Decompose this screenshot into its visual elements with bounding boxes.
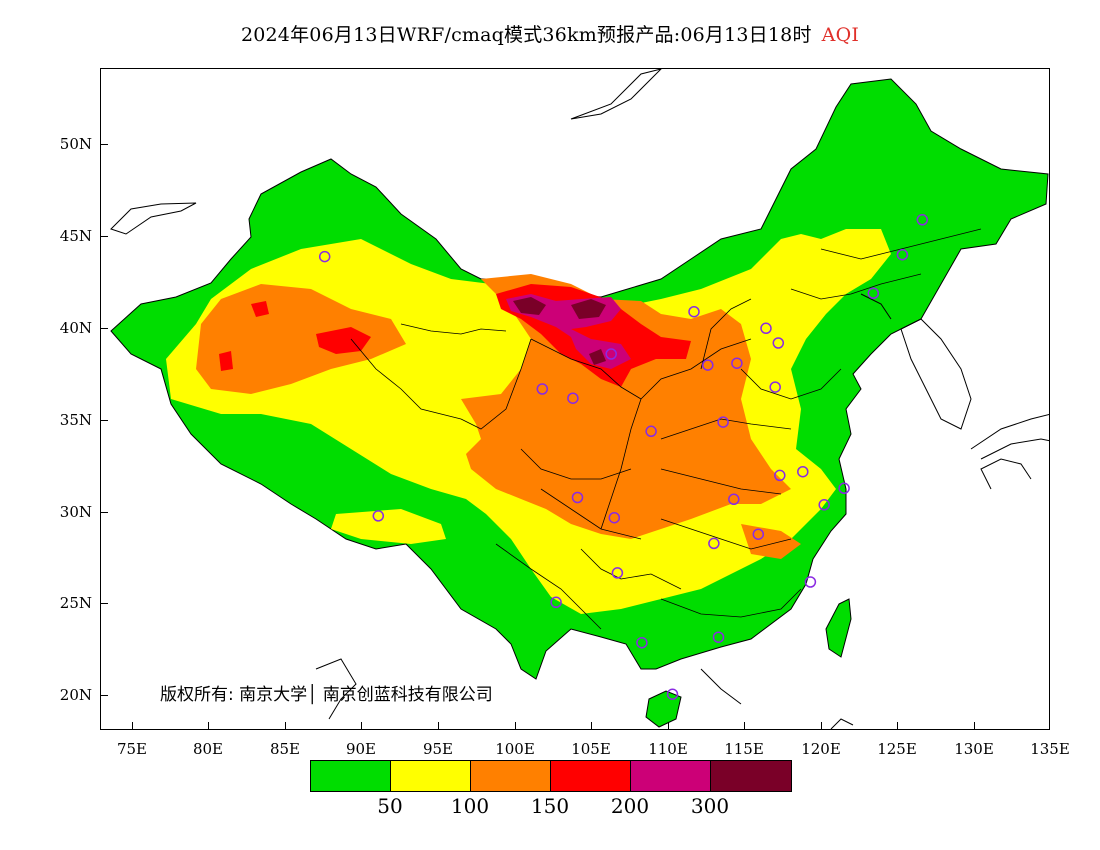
lon-label-90e: 90E [345, 740, 377, 758]
copyright-notice: 版权所有: 南京大学│ 南京创蓝科技有限公司 [160, 685, 493, 705]
station-marker [536, 383, 549, 395]
colorbar-label-50: 50 [377, 794, 403, 818]
lon-label-100e: 100E [495, 740, 535, 758]
station-marker [838, 482, 850, 495]
station-marker [318, 250, 331, 263]
lat-label-45n: 45N [59, 227, 92, 245]
lat-tick [100, 512, 108, 513]
aqi-map [110, 69, 1049, 729]
province-boundaries [350, 228, 982, 630]
lon-label-95e: 95E [422, 740, 454, 758]
lon-tick [285, 722, 286, 730]
lat-label-50n: 50N [59, 135, 92, 153]
lon-label-120e: 120E [801, 740, 841, 758]
station-marker [774, 469, 786, 482]
lat-tick [100, 695, 108, 696]
lat-label-20n: 20N [59, 686, 92, 704]
colorbar-swatch-good [311, 761, 391, 791]
lat-tick [100, 603, 108, 604]
lon-tick [668, 722, 669, 730]
lon-tick [744, 722, 745, 730]
lat-tick [100, 144, 108, 145]
monitoring-stations [318, 214, 929, 700]
station-marker [567, 392, 579, 404]
colorbar-swatch-hazardous [711, 761, 791, 791]
colorbar-label-300: 300 [690, 794, 730, 818]
lon-tick [821, 722, 822, 730]
map-title: 2024年06月13日WRF/cmaq模式36km预报产品:06月13日18时 A… [0, 20, 1100, 47]
station-marker [752, 528, 765, 540]
lon-label-130e: 130E [954, 740, 994, 758]
colorbar-label-100: 100 [450, 794, 490, 818]
lon-tick [208, 722, 209, 730]
station-marker [867, 287, 880, 300]
station-marker [797, 465, 809, 478]
station-marker [645, 425, 657, 438]
lon-tick [438, 722, 439, 730]
lon-label-80e: 80E [192, 740, 224, 758]
station-marker [571, 491, 584, 504]
lat-tick [100, 236, 108, 237]
station-marker [717, 416, 729, 428]
station-marker [916, 214, 929, 226]
colorbar-swatch-sensitive [471, 761, 551, 791]
station-marker [688, 305, 700, 318]
lon-label-115e: 115E [724, 740, 764, 758]
lon-tick [361, 722, 362, 730]
station-marker [731, 357, 743, 369]
station-marker [636, 636, 648, 649]
station-marker [608, 511, 621, 524]
station-marker [611, 567, 624, 579]
lon-label-75e: 75E [116, 740, 148, 758]
station-marker [818, 499, 830, 511]
taiwan-island [825, 598, 852, 658]
station-marker [372, 510, 385, 522]
lat-label-25n: 25N [59, 594, 92, 612]
lat-label-30n: 30N [59, 503, 92, 521]
station-marker [550, 596, 562, 609]
station-marker [769, 381, 781, 393]
station-marker [804, 576, 817, 588]
lon-label-105e: 105E [571, 740, 611, 758]
station-marker [605, 348, 617, 360]
colorbar-swatch-moderate [391, 761, 471, 791]
neighbor-coastlines [110, 69, 1049, 729]
station-marker [772, 337, 785, 349]
station-marker [712, 631, 725, 643]
lon-label-85e: 85E [269, 740, 301, 758]
lat-tick [100, 420, 108, 421]
lon-label-110e: 110E [648, 740, 688, 758]
lat-label-40n: 40N [59, 319, 92, 337]
station-marker [760, 322, 772, 335]
lat-label-35n: 35N [59, 411, 92, 429]
lon-tick [974, 722, 975, 730]
lat-tick [100, 328, 108, 329]
colorbar-label-200: 200 [610, 794, 650, 818]
lon-label-125e: 125E [877, 740, 917, 758]
map-frame [100, 68, 1050, 730]
station-marker [728, 493, 740, 506]
lon-tick [515, 722, 516, 730]
aqi-colorbar [310, 760, 792, 792]
station-marker [708, 537, 720, 550]
station-marker [666, 688, 679, 700]
colorbar-label-150: 150 [530, 794, 570, 818]
lon-tick [132, 722, 133, 730]
colorbar-swatch-unhealthy [551, 761, 631, 791]
title-variable: AQI [821, 24, 860, 46]
title-main: 2024年06月13日WRF/cmaq模式36km预报产品:06月13日18时 [240, 24, 812, 46]
station-marker [702, 359, 714, 371]
station-marker [896, 248, 909, 261]
lon-label-135e: 135E [1030, 740, 1070, 758]
colorbar-swatch-very-unhealthy [631, 761, 711, 791]
aqi-region-hazardous [513, 297, 606, 365]
lon-tick [897, 722, 898, 730]
hainan-island [645, 690, 682, 728]
lon-tick [591, 722, 592, 730]
